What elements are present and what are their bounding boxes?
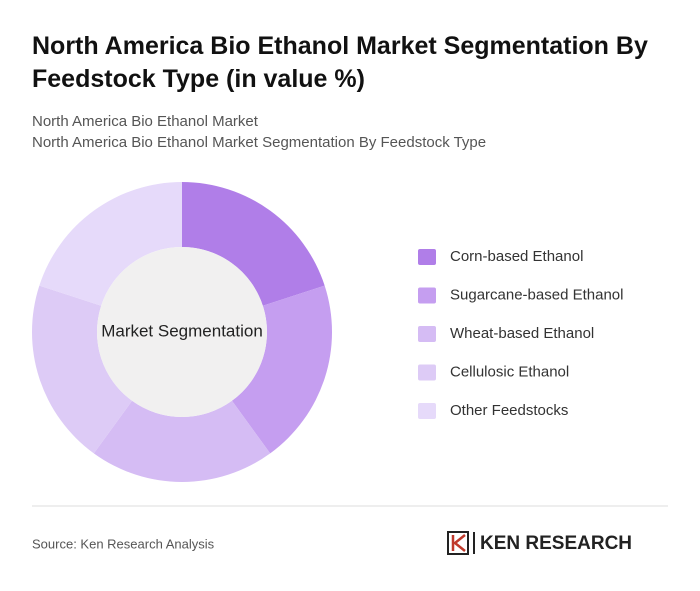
legend-label: Cellulosic Ethanol	[450, 363, 569, 380]
legend-swatch	[418, 326, 436, 342]
legend-label: Corn-based Ethanol	[450, 248, 583, 265]
donut-slice	[182, 182, 325, 306]
donut-slice	[93, 400, 271, 482]
legend-label: Wheat-based Ethanol	[450, 325, 594, 342]
legend-label: Other Feedstocks	[450, 402, 568, 419]
donut-slice	[32, 285, 133, 454]
donut-slice	[39, 182, 182, 306]
legend-swatch	[418, 364, 436, 381]
center-label: Market Segmentation	[101, 321, 263, 340]
source: Source: Ken Research Analysis	[32, 536, 215, 551]
legend-swatch	[418, 249, 436, 265]
legend-swatch	[418, 287, 436, 304]
logo-icon	[447, 531, 475, 555]
donut-hole	[97, 247, 267, 417]
legend-swatch	[418, 403, 436, 419]
chart-title: North America Bio Ethanol Market Segment…	[32, 32, 648, 93]
donut-slice	[231, 285, 332, 454]
logo-text: KEN RESEARCH	[480, 533, 632, 554]
subtitle: North America Bio Ethanol Market Segment…	[32, 134, 487, 151]
subtitle: North America Bio Ethanol Market	[32, 113, 258, 130]
legend-label: Sugarcane-based Ethanol	[450, 286, 623, 303]
